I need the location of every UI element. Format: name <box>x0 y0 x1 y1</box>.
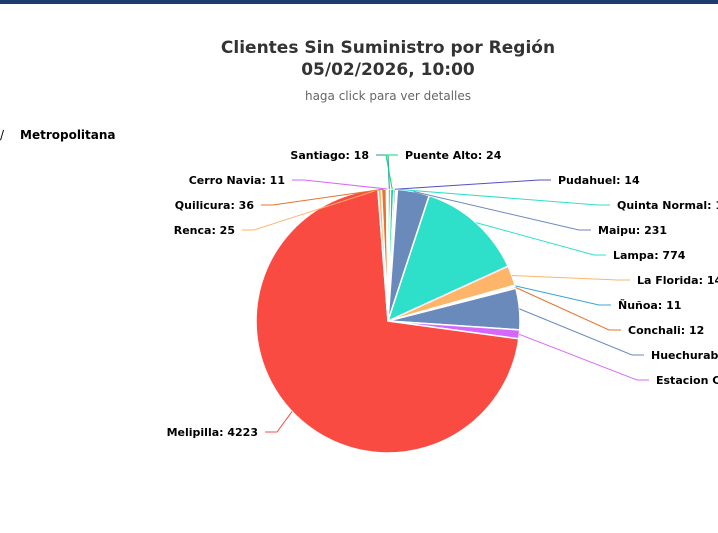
pie-label-renca[interactable]: Renca: 25 <box>174 224 235 237</box>
pie-label-huechuraba[interactable]: Huechuraba: 298 <box>651 349 718 362</box>
pie-connector-la-florida <box>511 275 630 281</box>
breadcrumb-current[interactable]: Metropolitana <box>20 128 116 142</box>
pie-connector-conchali <box>515 287 621 331</box>
pie-connector-cerro-navia <box>292 179 388 190</box>
pie-connector-maipu <box>413 191 591 231</box>
pie-label-pudahuel[interactable]: Pudahuel: 14 <box>558 174 640 187</box>
pie-connector-lampa <box>475 222 606 256</box>
pie-connectors <box>242 154 649 433</box>
pie-connector-pudahuel <box>394 179 551 190</box>
pie-slices <box>255 188 521 454</box>
chart-subtitle: haga click para ver detalles <box>304 89 472 103</box>
top-accent-bar <box>0 0 718 4</box>
pie-labels: Santiago: 18 Puente Alto: 24 Pudahuel: 14 Q… <box>167 149 718 439</box>
breadcrumb-separator: / <box>0 128 5 142</box>
pie-label-santiago[interactable]: Santiago: 18 <box>290 149 369 162</box>
breadcrumb: / Metropolitana <box>0 128 116 142</box>
pie-label-maipu[interactable]: Maipu: 231 <box>598 224 667 237</box>
pie-label-melipilla[interactable]: Melipilla: 4223 <box>167 426 258 439</box>
pie-label-nunoa[interactable]: Ñuñoa: 11 <box>618 299 681 312</box>
pie-connector-melipilla <box>265 411 293 433</box>
pie-connector-nunoa <box>515 285 611 306</box>
pie-label-quinta-normal[interactable]: Quinta Normal: 11 <box>617 199 718 212</box>
pie-label-la-florida[interactable]: La Florida: 144 <box>637 274 718 287</box>
pie-label-estacion-central[interactable]: Estacion Central: 64 <box>656 374 718 387</box>
pie-connector-puente-alto <box>385 154 398 190</box>
pie-connector-quilicura <box>261 188 384 206</box>
chart-title: Clientes Sin Suministro por Región <box>220 38 556 58</box>
pie-connector-huechuraba <box>519 308 644 356</box>
chart-title-date: 05/02/2026, 10:00 <box>301 60 475 80</box>
pie-label-cerro-navia[interactable]: Cerro Navia: 11 <box>189 174 285 187</box>
pie-label-puente-alto[interactable]: Puente Alto: 24 <box>405 149 502 162</box>
pie-label-conchali[interactable]: Conchali: 12 <box>628 324 704 337</box>
pie-connector-estacion-central <box>519 333 649 381</box>
pie-label-lampa[interactable]: Lampa: 774 <box>613 249 686 262</box>
pie-label-quilicura[interactable]: Quilicura: 36 <box>175 199 255 212</box>
pie-connector-quinta-normal <box>396 188 610 206</box>
pie-connector-renca <box>242 188 380 231</box>
